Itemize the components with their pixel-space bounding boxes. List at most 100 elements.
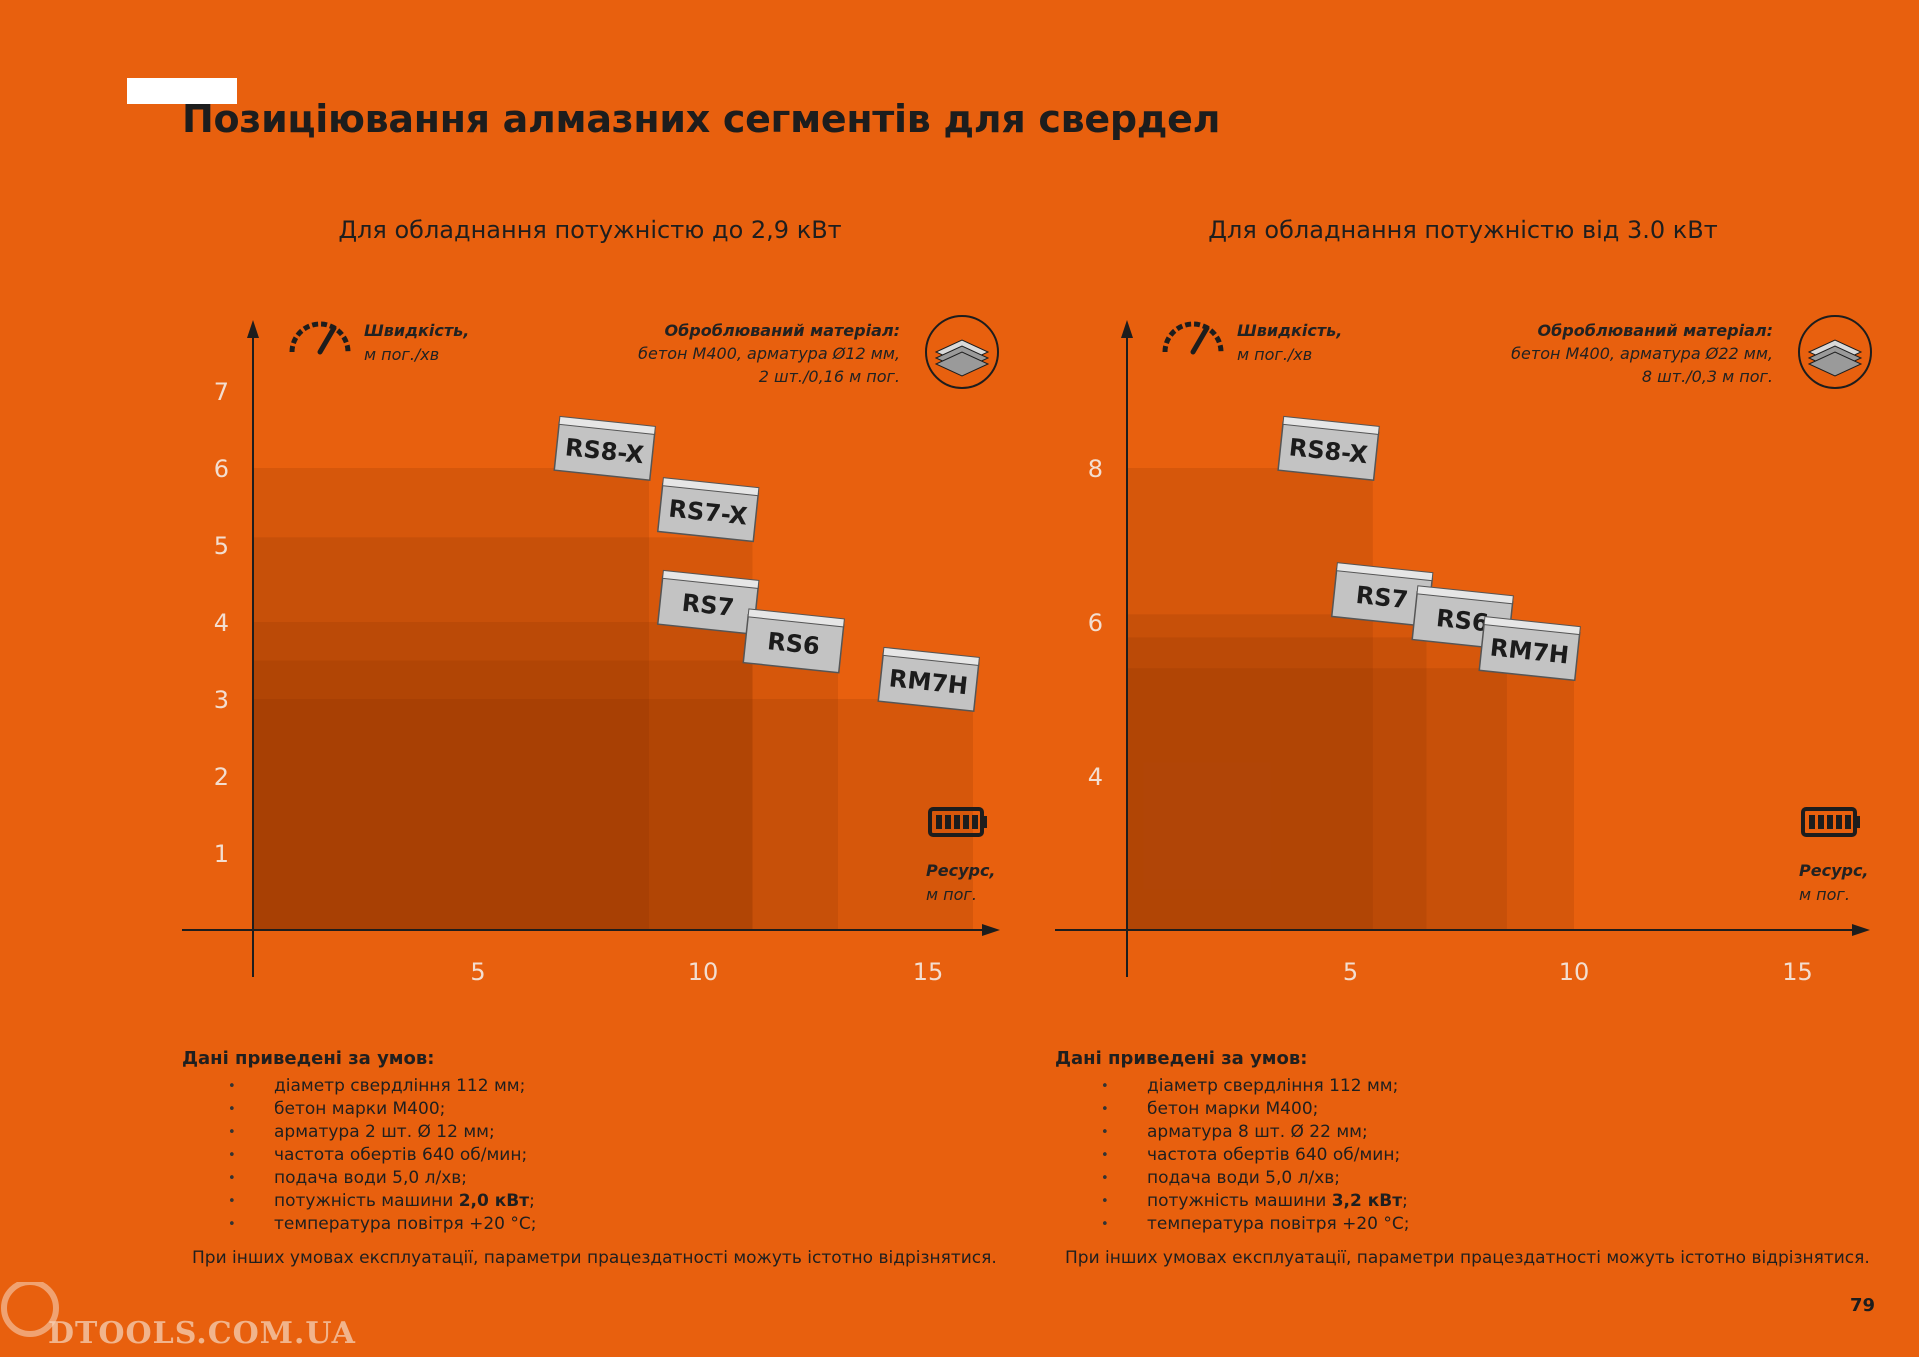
segment-top [747,608,845,628]
material-icon [1798,315,1872,389]
battery-cell-icon [1809,815,1815,829]
segment-rm7h: RM7H [877,646,980,712]
condition-item: подача води 5,0 л/хв; [182,1167,1002,1190]
x-axis-label: Ресурс, [926,861,996,880]
segment-top [662,477,760,497]
battery-cell-icon [963,815,969,829]
conditions-list: діаметр свердління 112 мм; бетон марки М… [1055,1075,1875,1236]
y-axis-label: Швидкість, [1237,321,1342,340]
bar-rm7h [1127,668,1574,930]
page-title: Позиціювання алмазних сегментів для свер… [182,97,1221,141]
segment-rs7-x: RS7-X [656,477,760,543]
y-tick-label: 6 [1088,609,1103,637]
y-axis-arrow-icon [1121,320,1133,338]
x-tick-label: 5 [1343,958,1358,986]
material-layer-icon [934,351,990,377]
conditions-note: При інших умовах експлуатації, параметри… [1065,1248,1870,1268]
y-tick-label: 1 [214,840,229,868]
x-axis-unit: м пог. [1799,885,1850,904]
segment-rs8-x: RS8-X [1277,415,1380,481]
bar-rs6 [253,660,838,930]
page-number: 79 [1850,1295,1876,1316]
segment-top [882,646,980,666]
speedometer-icon [289,321,351,353]
condition-item: діаметр свердління 112 мм; [1055,1075,1875,1098]
condition-item: діаметр свердління 112 мм; [182,1075,1002,1098]
chart-title: Для обладнання потужністю від 3.0 кВт [1208,216,1717,244]
material-label: Оброблюваний матеріал: [665,321,900,340]
y-tick-label: 6 [214,455,229,483]
segment-label: RS7 [1354,581,1409,614]
battery-cell-icon [1818,815,1824,829]
bar-rm7h [253,699,973,930]
battery-cell-icon [1827,815,1833,829]
battery-cell-icon [936,815,942,829]
segment-label: RS7 [680,589,735,622]
segment-top [1483,616,1581,636]
speedometer-needle-icon [317,325,337,355]
chart-low-power: Для обладнання потужністю до 2,9 кВт 5 10 1… [182,216,1000,986]
conditions-title: Дані приведені за умов: [1055,1048,1308,1069]
material-line: 8 шт./0,3 м пог. [1642,367,1773,386]
material-icon [925,315,999,389]
bar-rs6 [1127,637,1507,930]
y-tick-label: 5 [214,532,229,560]
material-layer-icon [1807,351,1863,377]
x-tick-label: 15 [1782,958,1813,986]
material-line: бетон М400, арматура Ø22 мм, [1511,344,1773,363]
conditions-right: Дані приведені за умов: діаметр свердлін… [1055,1048,1875,1268]
condition-item: бетон марки М400; [182,1098,1002,1121]
y-tick-label: 7 [214,378,229,406]
x-axis-label: Ресурс, [1799,861,1869,880]
segment-rs8-x: RS8-X [553,415,656,481]
conditions-left: Дані приведені за умов: діаметр свердлін… [182,1048,1002,1268]
y-tick-label: 8 [1088,455,1103,483]
bar-rs7 [253,622,753,930]
y-axis-arrow-icon [247,320,259,338]
battery-cell-icon [945,815,951,829]
condition-item: потужність машини 3,2 кВт; [1055,1190,1875,1213]
chart-high-power: Для обладнання потужністю від 3.0 кВт 5 10… [1055,216,1872,986]
y-axis-label: Швидкість, [364,321,469,340]
x-tick-label: 5 [470,958,485,986]
speedometer-icon [1162,321,1224,353]
y-axis-unit: м пог./хв [1237,345,1312,364]
material-line: 2 шт./0,16 м пог. [759,367,900,386]
battery-cell-icon [954,815,960,829]
segment-top [662,569,760,589]
bar-rs8-x [1127,468,1373,930]
segment-top [1336,562,1434,582]
y-tick-label: 3 [214,686,229,714]
y-tick-label: 4 [1088,763,1103,791]
watermark-logo [1,1282,59,1337]
x-tick-label: 10 [688,958,719,986]
condition-item: частота обертів 640 об/мин; [1055,1144,1875,1167]
segment-top [1282,415,1380,435]
segment-label: RS6 [1435,604,1490,637]
y-tick-label: 4 [214,609,229,637]
material-line: бетон М400, арматура Ø12 мм, [638,344,900,363]
segment-rs7: RS7 [1330,562,1434,628]
segment-rm7h: RM7H [1478,616,1581,682]
x-axis-unit: м пог. [926,885,977,904]
battery-tip-icon [1855,816,1860,828]
battery-cell-icon [1836,815,1842,829]
watermark-text: DTOOLS.COM.UA [48,1316,356,1351]
y-axis-unit: м пог./хв [364,345,439,364]
condition-item: потужність машини 2,0 кВт; [182,1190,1002,1213]
x-axis-arrow-icon [982,924,1000,936]
battery-cell-icon [1845,815,1851,829]
x-tick-label: 15 [913,958,944,986]
speedometer-needle-icon [1190,325,1210,355]
segment-top [558,415,656,435]
condition-item: арматура 8 шт. Ø 22 мм; [1055,1121,1875,1144]
top-accent-bar [127,78,237,104]
condition-item: подача води 5,0 л/хв; [1055,1167,1875,1190]
condition-item: бетон марки М400; [1055,1098,1875,1121]
battery-tip-icon [982,816,987,828]
material-label: Оброблюваний матеріал: [1538,321,1773,340]
segment-rs6: RS6 [742,608,845,674]
bar-rs8-x [253,468,649,930]
condition-item: температура повітря +20 °С; [182,1213,1002,1236]
